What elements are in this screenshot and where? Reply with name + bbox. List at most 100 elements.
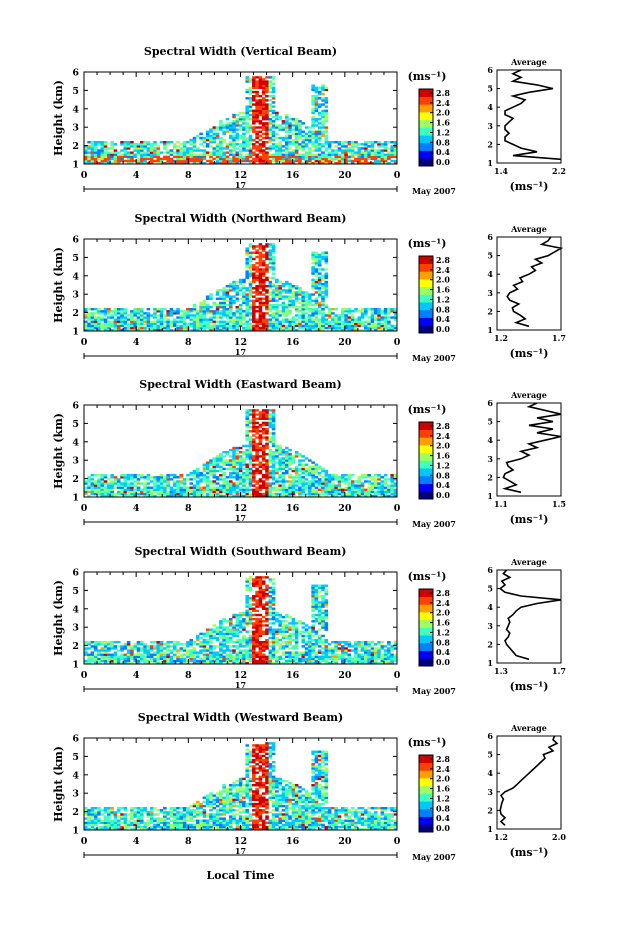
heatmap-cell: [340, 476, 345, 479]
heatmap-cell: [255, 291, 259, 294]
heatmap-cell: [209, 318, 213, 321]
heatmap-cell: [275, 293, 279, 296]
heatmap-cell: [344, 141, 348, 144]
heatmap-cell: [116, 484, 121, 487]
heatmap-cell: [281, 459, 286, 462]
heatmap-cell: [258, 326, 263, 330]
heatmap-cell: [271, 320, 276, 323]
colorbar-segment: [419, 135, 433, 144]
heatmap-cell: [149, 145, 154, 148]
heatmap-cell: [84, 322, 88, 326]
heatmap-cell: [225, 145, 230, 148]
heatmap-cell: [242, 157, 246, 161]
heatmap-cell: [373, 480, 378, 483]
heatmap-cell: [265, 245, 269, 248]
heatmap-cell: [261, 324, 266, 328]
heatmap-cell: [298, 314, 302, 317]
heatmap-cell: [275, 303, 279, 307]
heatmap-cell: [110, 145, 114, 148]
heatmap-cell: [245, 488, 250, 492]
heatmap-cell: [209, 638, 213, 642]
heatmap-cell: [308, 328, 312, 332]
heatmap-cell: [136, 651, 141, 654]
heatmap-cell: [261, 297, 266, 300]
heatmap-cell: [215, 659, 220, 663]
heatmap-cell: [219, 643, 223, 646]
heatmap-cell: [179, 155, 184, 159]
heatmap-cell: [271, 268, 276, 271]
heatmap-cell: [284, 280, 289, 284]
heatmap-cell: [182, 480, 187, 483]
heatmap-cell: [136, 326, 141, 330]
heatmap-cell: [232, 312, 236, 315]
heatmap-cell: [222, 314, 226, 317]
heatmap-cell: [314, 272, 319, 275]
heatmap-cell: [172, 482, 177, 485]
heatmap-cell: [370, 145, 375, 148]
heatmap-cell: [189, 641, 194, 644]
heatmap-cell: [93, 145, 98, 148]
heatmap-cell: [364, 149, 368, 152]
heatmap-cell: [248, 322, 253, 326]
heatmap-cell: [100, 659, 105, 663]
heatmap-cell: [143, 328, 147, 332]
heatmap-cell: [383, 159, 388, 163]
heatmap-cell: [337, 488, 342, 492]
heatmap-cell: [301, 143, 306, 146]
heatmap-cell: [308, 316, 312, 319]
heatmap-cell: [265, 76, 269, 79]
heatmap-cell: [331, 482, 335, 485]
heatmap-cell: [248, 88, 253, 92]
heatmap-cell: [387, 308, 391, 311]
heatmap-cell: [275, 312, 279, 315]
heatmap-cell: [212, 310, 217, 313]
heatmap-cell: [179, 647, 184, 650]
heatmap-cell: [275, 444, 279, 448]
heatmap-cell: [202, 465, 207, 469]
heatmap-cell: [317, 488, 322, 492]
heatmap-cell: [393, 478, 398, 481]
heatmap-cell: [156, 661, 161, 665]
heatmap-cell: [298, 120, 302, 123]
heatmap-cell: [113, 322, 118, 326]
heatmap-cell: [278, 314, 282, 317]
heatmap-cell: [182, 141, 187, 144]
heatmap-cell: [149, 492, 154, 496]
heatmap-cell: [321, 310, 325, 313]
heatmap-cell: [327, 310, 332, 313]
heatmap-cell: [255, 276, 259, 280]
heatmap-cell: [314, 490, 319, 494]
heatmap-cell: [324, 287, 329, 290]
colorbar-segment: [419, 142, 433, 151]
heatmap-cell: [261, 285, 266, 288]
heatmap-cell: [271, 314, 276, 317]
heatmap-cell: [238, 118, 243, 121]
heatmap-cell: [255, 490, 259, 494]
heatmap-cell: [265, 111, 269, 115]
heatmap-cell: [271, 326, 276, 330]
heatmap-cell: [334, 151, 338, 154]
heatmap-cell: [186, 486, 190, 489]
heatmap-cell: [153, 310, 157, 313]
heatmap-cell: [242, 484, 246, 487]
heatmap-cell: [261, 580, 266, 583]
colorbar-segment: [419, 256, 433, 264]
heatmap-cell: [324, 115, 329, 119]
heatmap-cell: [166, 484, 170, 487]
heatmap-cell: [123, 655, 128, 659]
heatmap-cell: [311, 469, 315, 473]
heatmap-cell: [275, 147, 279, 150]
heatmap-cell: [107, 655, 111, 659]
heatmap-cell: [331, 326, 335, 330]
heatmap-cell: [107, 153, 111, 156]
heatmap-cell: [327, 478, 332, 481]
heatmap-cell: [133, 484, 138, 487]
heatmap-cell: [113, 151, 118, 154]
heatmap-cell: [205, 634, 210, 638]
heatmap-cell: [252, 268, 256, 271]
colorbar-tick-label: 0.8: [436, 470, 450, 480]
heatmap-cell: [107, 478, 111, 481]
heatmap-cell: [100, 641, 105, 644]
heatmap-cell: [377, 324, 381, 328]
heatmap-cell: [87, 145, 91, 148]
